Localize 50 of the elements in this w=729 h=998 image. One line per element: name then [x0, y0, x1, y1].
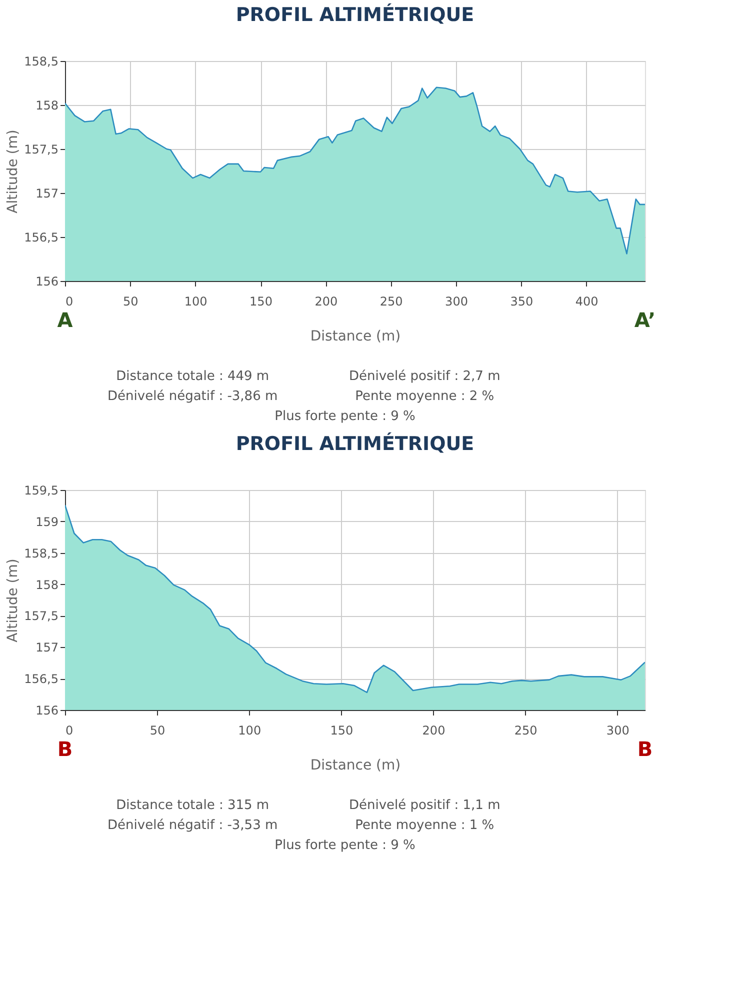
x-tick-label: 200: [422, 724, 446, 738]
y-tick-label: 158,5: [24, 54, 58, 68]
x-tick-label: 250: [380, 294, 403, 308]
x-tick-label: 300: [606, 724, 630, 738]
x-tick-label: 250: [514, 724, 538, 738]
x-tick-label: 150: [330, 724, 354, 738]
y-tick-label: 158: [36, 578, 58, 592]
y-axis-title: Altitude (m): [5, 558, 22, 642]
y-tick-label: 159: [36, 514, 58, 529]
text: Dénivelé négatif : -3,53 m: [108, 818, 278, 833]
x-tick-label: 350: [510, 294, 534, 308]
y-tick-label: 158,5: [24, 546, 58, 560]
x-tick-label: 50: [123, 294, 138, 308]
y-tick-label: 157: [36, 640, 58, 655]
x-tick-label: 0: [66, 294, 74, 308]
x-tick-label: 200: [314, 294, 338, 308]
y-tick-label: 159,5: [24, 484, 58, 498]
x-axis-title: Distance (m): [310, 758, 401, 774]
y-tick-label: 156: [36, 274, 58, 288]
text: A: [57, 308, 74, 332]
y-tick-label: 157,5: [24, 609, 58, 624]
y-tick-label: 157,5: [24, 142, 58, 156]
x-tick-label: 150: [250, 294, 272, 308]
y-tick-label: 156,5: [24, 230, 58, 244]
text: A’: [634, 308, 656, 332]
chart-title: PROFIL ALTIMÉTRIQUE: [236, 3, 474, 26]
text: Dénivelé négatif : -3,86 m: [108, 389, 278, 404]
text: Distance totale : 449 m: [116, 369, 270, 384]
y-axis-title: Altitude (m): [5, 130, 22, 214]
x-tick-label: 50: [150, 724, 166, 738]
text: Dénivelé positif : 2,7 m: [348, 369, 500, 384]
chart-title: PROFIL ALTIMÉTRIQUE: [236, 432, 474, 455]
x-tick-label: 300: [445, 294, 468, 308]
y-tick-label: 156,5: [24, 672, 58, 686]
x-tick-label: 400: [575, 294, 598, 308]
x-tick-label: 100: [184, 294, 208, 308]
x-tick-label: 0: [66, 724, 74, 738]
text: Dénivelé positif : 1,1 m: [348, 798, 500, 813]
text: Plus forte pente : 9 %: [274, 409, 416, 424]
x-tick-label: 100: [238, 724, 262, 738]
text: B: [637, 737, 653, 761]
text: Plus forte pente : 9 %: [274, 838, 416, 853]
text: Pente moyenne : 1 %: [355, 818, 494, 833]
x-axis-title: Distance (m): [310, 328, 401, 344]
y-tick-label: 157: [36, 186, 58, 200]
text: Pente moyenne : 2 %: [355, 389, 494, 404]
text: B: [57, 737, 73, 761]
text: Distance totale : 315 m: [116, 798, 270, 813]
y-tick-label: 156: [36, 704, 58, 718]
y-tick-label: 158: [36, 98, 58, 112]
